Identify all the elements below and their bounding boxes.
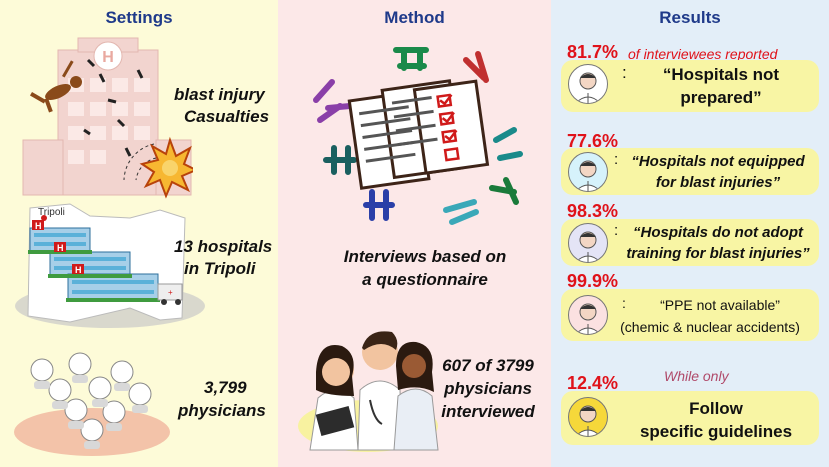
result-line1: “PPE not available” <box>660 297 780 313</box>
doctor-avatar-icon <box>568 152 608 192</box>
settings-panel: Settings H <box>0 0 278 467</box>
doctor-avatar-icon <box>568 223 608 263</box>
questionnaire-illustration <box>313 47 523 225</box>
hospitals-text-line1: 13 hospitals <box>174 237 273 256</box>
result-line2: prepared” <box>680 88 762 107</box>
svg-text:H: H <box>57 243 64 253</box>
result-suffix: of interviewees reported <box>628 46 778 62</box>
interviewed-text-line1: 607 of 3799 <box>442 356 534 375</box>
svg-text:H: H <box>102 49 114 66</box>
interviewed-text-line3: interviewed <box>441 402 535 421</box>
result-line2: (chemic & nuclear accidents) <box>620 319 800 335</box>
result-line2: training for blast injuries” <box>626 245 810 262</box>
result-percent: 99.9% <box>567 271 619 291</box>
blast-text-line1: blast injury <box>174 85 265 104</box>
doctor-avatar-icon <box>568 397 608 437</box>
result-line1: “Hospitals do not adopt <box>633 224 803 241</box>
physicians-crowd-illustration <box>14 352 170 456</box>
svg-text:+: + <box>168 288 173 297</box>
method-panel: Method Interviews based on <box>278 0 551 467</box>
result-percent: 12.4% <box>567 373 619 393</box>
svg-text:H: H <box>75 265 82 275</box>
result-percent: 81.7% <box>567 42 619 62</box>
blast-text-line2: Casualties <box>184 107 270 126</box>
result-line2: for blast injuries” <box>655 174 781 191</box>
doctors-group-illustration <box>298 331 439 452</box>
results-heading: Results <box>659 8 721 27</box>
result-percent: 98.3% <box>567 201 619 221</box>
interviewed-text-line2: physicians <box>444 379 532 398</box>
result-line1: Follow <box>689 399 743 418</box>
result-line1: “Hospitals not <box>662 65 780 84</box>
tripoli-map-illustration: H H H + <box>15 203 205 328</box>
result-colon: : <box>622 295 626 311</box>
physicians-text-line1: 3,799 <box>204 378 247 397</box>
result-line2: specific guidelines <box>639 422 793 441</box>
interviews-text-line1: Interviews based on <box>343 247 507 266</box>
result-prefix: While only <box>664 368 729 384</box>
result-percent: 77.6% <box>567 131 619 151</box>
result-colon: : <box>614 222 619 239</box>
settings-heading: Settings <box>105 8 173 27</box>
result-line1: “Hospitals not equipped <box>631 153 805 170</box>
doctor-avatar-icon <box>568 295 608 335</box>
blast-hospital-illustration: H <box>22 37 193 199</box>
result-colon: : <box>614 151 619 168</box>
method-heading: Method <box>384 8 445 27</box>
doctor-avatar-icon <box>568 64 608 104</box>
svg-text:H: H <box>35 221 42 231</box>
interviews-text-line2: a questionnaire <box>362 270 488 289</box>
tripoli-map-label: Tripoli <box>38 207 65 218</box>
hospitals-text-line2: in Tripoli <box>184 259 256 278</box>
physicians-text-line2: physicians <box>178 401 266 420</box>
result-colon: : <box>622 63 627 82</box>
